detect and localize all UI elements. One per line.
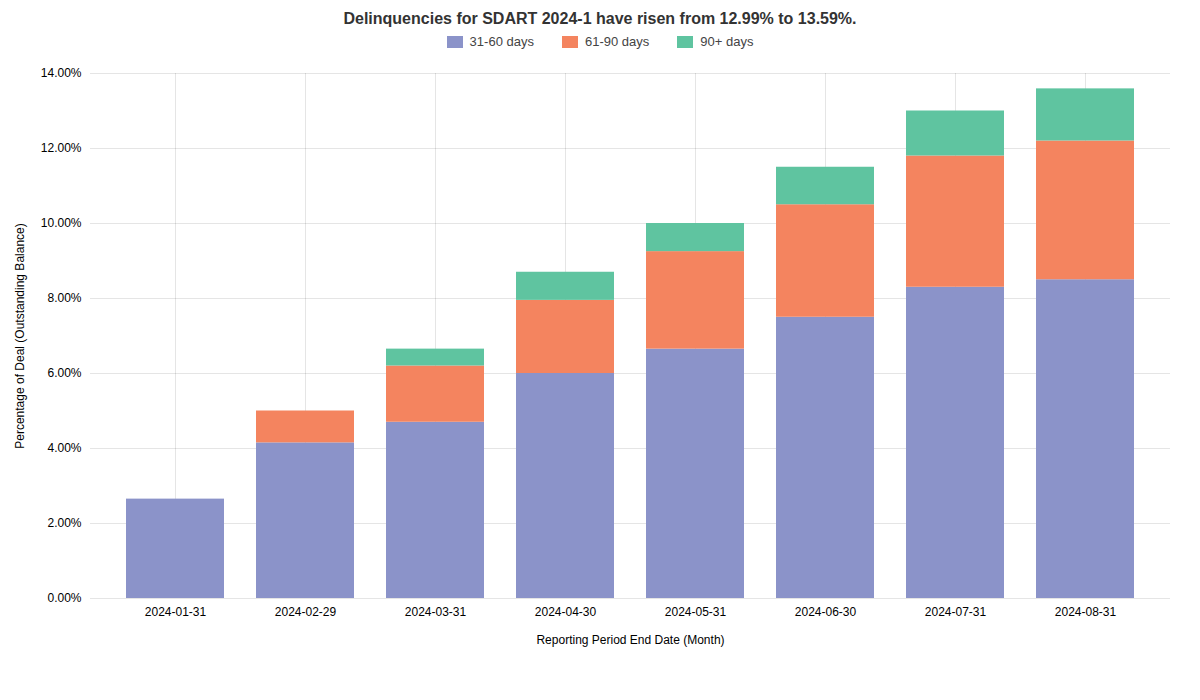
svg-text:2024-03-31: 2024-03-31 bbox=[405, 605, 467, 619]
svg-text:2024-01-31: 2024-01-31 bbox=[145, 605, 207, 619]
svg-text:2.00%: 2.00% bbox=[47, 516, 81, 530]
svg-text:2024-05-31: 2024-05-31 bbox=[665, 605, 727, 619]
html-text:Delinquencies for SDART 2024-1: Delinquencies for SDART 2024-1 have rise… bbox=[343, 10, 857, 27]
html-text:61-90 days: 61-90 days bbox=[584, 34, 650, 49]
svg-text:2024-08-31: 2024-08-31 bbox=[1055, 605, 1117, 619]
svg-text:2024-07-31: 2024-07-31 bbox=[925, 605, 987, 619]
svg-text:0.00%: 0.00% bbox=[47, 591, 81, 605]
svg-text:12.00%: 12.00% bbox=[41, 141, 82, 155]
svg-text:14.00%: 14.00% bbox=[41, 66, 82, 80]
svg-text:6.00%: 6.00% bbox=[47, 366, 81, 380]
svg-text:Reporting Period End Date (Mon: Reporting Period End Date (Month) bbox=[536, 633, 724, 647]
svg-text:8.00%: 8.00% bbox=[47, 291, 81, 305]
svg-text:Percentage of Deal (Outstandin: Percentage of Deal (Outstanding Balance) bbox=[13, 223, 27, 448]
svg-text:2024-06-30: 2024-06-30 bbox=[795, 605, 857, 619]
html-text:31-60 days: 31-60 days bbox=[469, 34, 534, 49]
svg-text:4.00%: 4.00% bbox=[47, 441, 81, 455]
svg-text:2024-04-30: 2024-04-30 bbox=[535, 605, 597, 619]
svg-text:2024-02-29: 2024-02-29 bbox=[275, 605, 337, 619]
html-text:90+ days: 90+ days bbox=[700, 34, 754, 49]
svg-text:10.00%: 10.00% bbox=[41, 216, 82, 230]
